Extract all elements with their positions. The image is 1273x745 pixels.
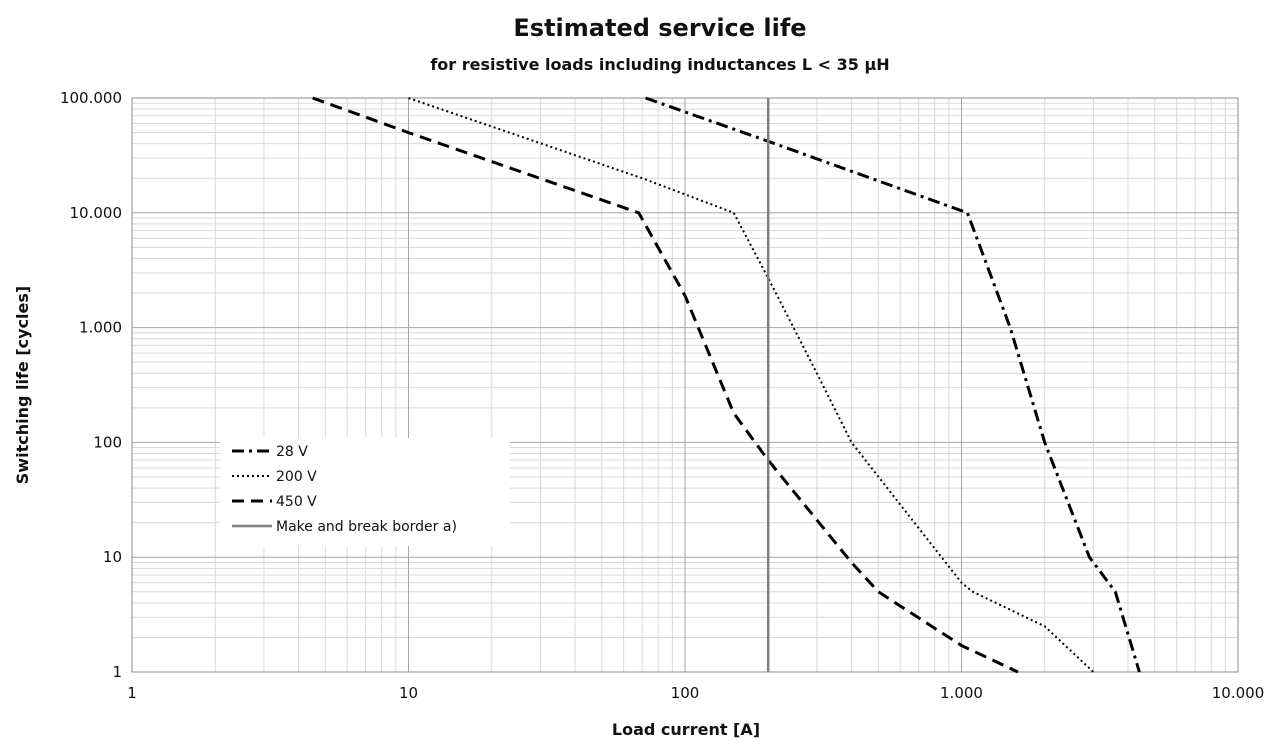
legend-label: 450 V [276,494,317,510]
legend: 28 V 200 V 450 V Make and break border a) [220,438,510,546]
tick-labels: 1 10 100 1.000 10.000 1 10 100 1.000 10.000 100.00… [60,89,1264,702]
legend-box [220,438,510,546]
legend-label: 28 V [276,444,308,460]
y-tick-label: 100 [93,433,122,451]
y-tick-label: 1.000 [79,319,122,337]
grid [131,97,1239,673]
y-tick-label: 10 [103,548,122,566]
plot-border [131,97,1239,673]
x-tick-label: 100 [671,684,700,702]
legend-label: 200 V [276,469,317,485]
plot-area-border [131,97,1239,673]
x-tick-label: 1 [127,684,137,702]
x-tick-label: 10.000 [1212,684,1265,702]
x-tick-label: 1.000 [940,684,983,702]
series-line-28-v [645,96,1141,673]
legend-label: Make and break border a) [276,519,457,535]
series-layer [312,96,1141,674]
chart-subtitle: for resistive loads including inductance… [430,55,889,74]
chart-title: Estimated service life [513,14,806,42]
x-axis-label: Load current [A] [612,720,760,739]
y-tick-label: 1 [112,663,122,681]
series-line-450-v [312,96,1019,674]
x-tick-label: 10 [399,684,418,702]
series-line-200-v [408,97,1095,673]
y-axis-label: Switching life [cycles] [13,286,32,484]
y-tick-label: 10.000 [70,204,123,222]
y-tick-label: 100.000 [60,89,122,107]
